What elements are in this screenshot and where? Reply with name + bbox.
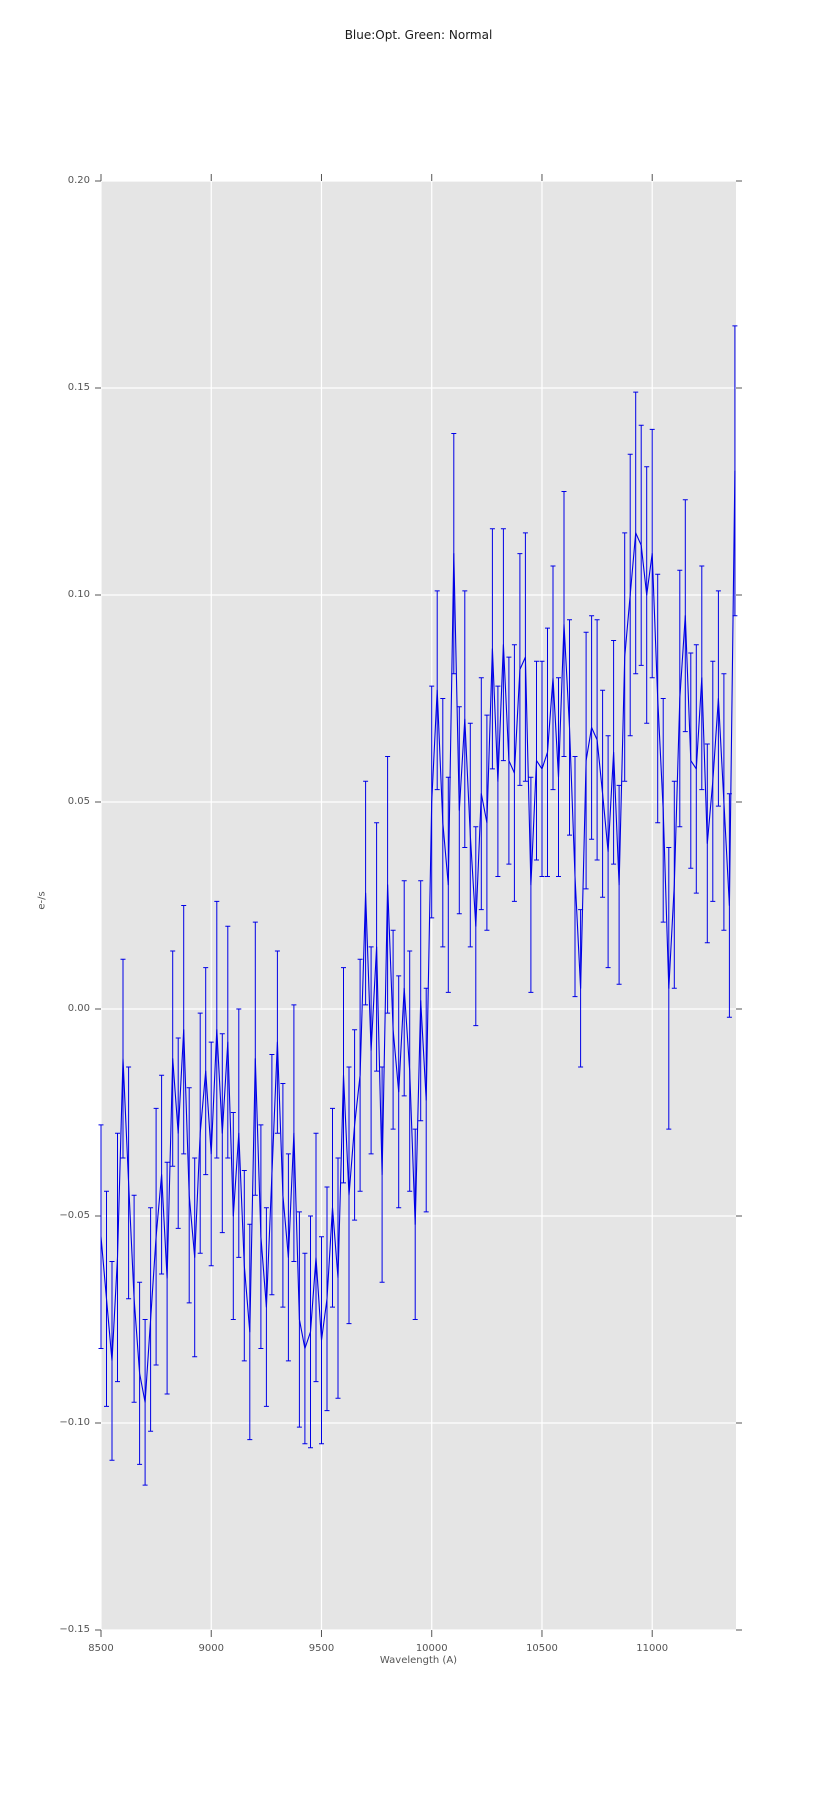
data-line [100, 470, 736, 1403]
y-tick-label: 0.05 [67, 796, 90, 807]
y-tick-label: 0.10 [67, 589, 90, 600]
y-tick-label: −0.05 [59, 1210, 90, 1221]
x-tick-label: 10000 [415, 1643, 448, 1654]
x-tick-label: 8500 [88, 1643, 114, 1654]
y-tick-label: 0.20 [67, 175, 90, 186]
y-axis-label: e-/s [36, 891, 48, 910]
x-tick-label: 9500 [308, 1643, 335, 1654]
x-axis-label: Wavelength (A) [379, 1655, 458, 1666]
y-tick-label: −0.10 [59, 1417, 90, 1428]
x-tick-label: 9000 [198, 1643, 224, 1654]
x-tick-label: 11000 [636, 1643, 669, 1654]
y-tick-label: 0.00 [67, 1003, 90, 1014]
plot-background [101, 181, 736, 1630]
y-tick-label: 0.15 [67, 382, 90, 393]
x-tick-label: 10500 [526, 1643, 558, 1654]
axis-ticks [95, 174, 742, 1637]
chart-title: Blue:Opt. Green: Normal [344, 28, 493, 42]
y-tick-label: −0.15 [59, 1624, 90, 1635]
